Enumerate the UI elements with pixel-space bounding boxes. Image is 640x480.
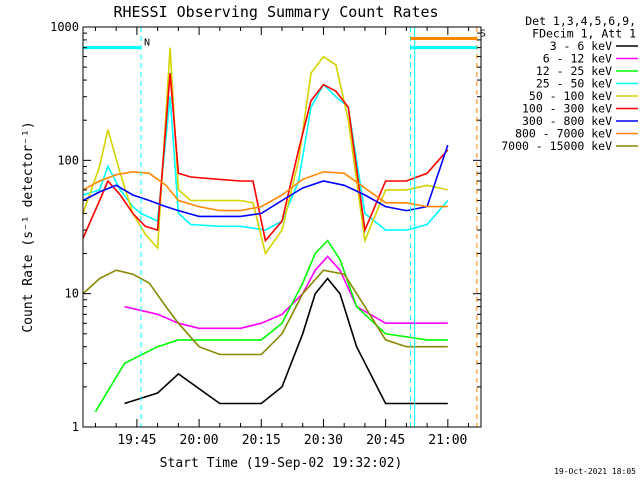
marker-label: N — [144, 38, 150, 49]
x-tick-label: 19:45 — [117, 433, 156, 448]
series-line-50-100-kev — [82, 47, 448, 256]
series-line-25-50-kev — [82, 83, 449, 231]
footer-timestamp: 19-Oct-2021 18:05 — [554, 467, 636, 476]
legend-header: FDecim 1, Att 1 — [532, 27, 636, 41]
y-tick-label: 1 — [72, 420, 79, 434]
y-tick-label: 1000 — [50, 20, 79, 34]
x-axis-label: Start Time (19-Sep-02 19:32:02) — [160, 456, 403, 471]
x-tick-label: 21:00 — [428, 433, 467, 448]
series-line-100-300-kev — [82, 73, 449, 243]
series-line-7000-15000-kev — [82, 269, 448, 356]
legend-header: Det 1,3,4,5,6,9, — [525, 14, 636, 28]
legend-label-800-7000-kev: 800 - 7000 keV — [515, 127, 612, 141]
legend: Det 1,3,4,5,6,9,FDecim 1, Att 13 - 6 keV… — [501, 14, 638, 153]
y-tick-label: 100 — [57, 153, 79, 167]
series-line-6-12-kev — [124, 255, 448, 330]
series-line-300-800-kev — [82, 144, 449, 218]
legend-label-300-800-kev: 300 - 800 keV — [522, 114, 612, 128]
plot-series-group — [82, 47, 449, 413]
legend-label-6-12-kev: 6 - 12 keV — [543, 52, 612, 66]
chart-title: RHESSI Observing Summary Count Rates — [113, 3, 438, 21]
x-tick-label: 20:00 — [180, 433, 219, 448]
legend-label-100-300-kev: 100 - 300 keV — [522, 102, 612, 116]
y-axis: 1 10 100 1000 — [50, 20, 481, 434]
legend-label-12-25-kev: 12 - 25 keV — [536, 64, 612, 78]
marker-label: S — [480, 28, 486, 39]
series-line-3-6-kev — [124, 277, 448, 405]
y-axis-label: Count Rate (s⁻¹ detector⁻¹) — [21, 121, 36, 332]
series-line-12-25-kev — [94, 239, 448, 413]
x-axis: 19:45 20:00 20:15 20:30 20:45 21:00 — [94, 27, 470, 448]
legend-label-25-50-kev: 25 - 50 keV — [536, 77, 612, 91]
x-tick-label: 20:30 — [304, 433, 343, 448]
legend-label-3-6-kev: 3 - 6 keV — [550, 39, 612, 53]
y-tick-label: 10 — [65, 287, 79, 301]
x-tick-label: 20:15 — [242, 433, 281, 448]
series-line-800-7000-kev — [82, 170, 448, 212]
marker-group: NS — [83, 27, 486, 427]
legend-label-7000-15000-kev: 7000 - 15000 keV — [501, 139, 612, 153]
x-tick-label: 20:45 — [366, 433, 405, 448]
legend-label-50-100-kev: 50 - 100 keV — [529, 89, 612, 103]
